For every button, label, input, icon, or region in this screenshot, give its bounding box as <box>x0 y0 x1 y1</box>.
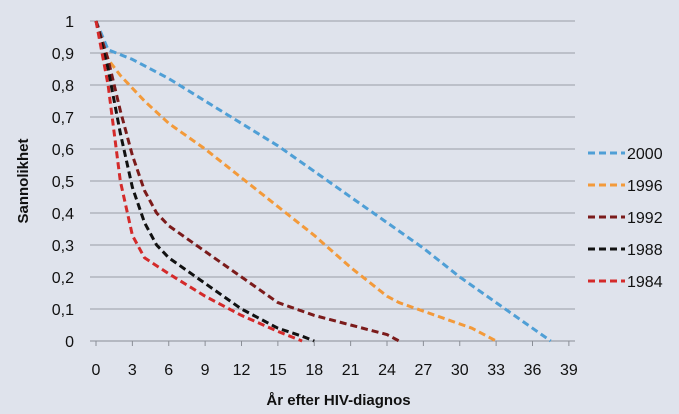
x-axis-title: År efter HIV-diagnos <box>266 392 410 409</box>
series-line-1984 <box>94 20 303 343</box>
legend: 2000 1996 1992 1988 1984 <box>588 146 663 291</box>
x-tick-label: 12 <box>233 362 251 379</box>
gridlines <box>90 20 575 342</box>
x-tick-label: 0 <box>92 362 101 379</box>
series-line-2000 <box>94 20 552 343</box>
y-tick-label: 0,8 <box>52 78 74 95</box>
x-tick-label: 15 <box>269 362 287 379</box>
series-line-1996 <box>94 20 497 343</box>
x-tick-label: 9 <box>201 362 210 379</box>
y-tick-label: 1 <box>65 14 74 31</box>
x-tick-label: 33 <box>487 362 505 379</box>
x-tick-label: 24 <box>378 362 396 379</box>
y-tick-label: 0,7 <box>52 110 74 127</box>
x-tick-label: 39 <box>560 362 578 379</box>
series-line-1992 <box>94 20 400 343</box>
y-tick-label: 0,5 <box>52 174 74 191</box>
y-tick-label: 0 <box>65 334 74 351</box>
y-tick-label: 0,6 <box>52 142 74 159</box>
x-tick-label: 36 <box>524 362 542 379</box>
x-tick-label: 30 <box>451 362 469 379</box>
y-axis-title: Sannolikhet <box>15 138 32 223</box>
legend-label-1992: 1992 <box>627 210 663 227</box>
y-tick-label: 0,4 <box>52 206 74 223</box>
plot-area <box>94 20 552 343</box>
y-tick-label: 0,1 <box>52 302 74 319</box>
series-line-1988 <box>94 20 315 343</box>
x-tick-label: 18 <box>305 362 323 379</box>
legend-label-1988: 1988 <box>627 242 663 259</box>
legend-label-1996: 1996 <box>627 178 663 195</box>
y-tick-label: 0,2 <box>52 270 74 287</box>
y-tick-label: 0,3 <box>52 238 74 255</box>
y-tick-label: 0,9 <box>52 46 74 63</box>
x-tick-label: 3 <box>128 362 137 379</box>
x-axis-ticks: 0 3 6 9 12 15 18 21 24 27 30 33 36 39 <box>92 341 578 379</box>
x-tick-label: 27 <box>414 362 432 379</box>
legend-label-1984: 1984 <box>627 274 663 291</box>
x-tick-label: 21 <box>342 362 360 379</box>
legend-label-2000: 2000 <box>627 146 663 163</box>
x-tick-label: 6 <box>164 362 173 379</box>
y-axis-ticks: 0 0,1 0,2 0,3 0,4 0,5 0,6 0,7 0,8 0,9 1 <box>52 14 74 351</box>
